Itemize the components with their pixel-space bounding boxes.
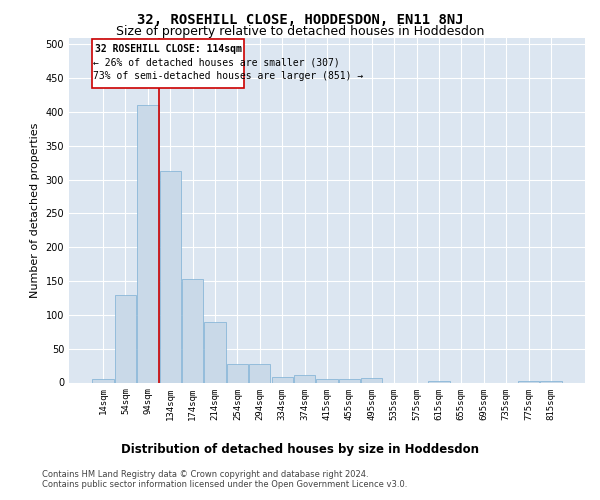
Bar xyxy=(518,381,539,382)
Bar xyxy=(540,381,562,382)
Text: ← 26% of detached houses are smaller (307): ← 26% of detached houses are smaller (30… xyxy=(93,58,340,68)
Text: 32 ROSEHILL CLOSE: 114sqm: 32 ROSEHILL CLOSE: 114sqm xyxy=(95,44,241,54)
Text: Size of property relative to detached houses in Hoddesdon: Size of property relative to detached ho… xyxy=(116,25,484,38)
Text: 32, ROSEHILL CLOSE, HODDESDON, EN11 8NJ: 32, ROSEHILL CLOSE, HODDESDON, EN11 8NJ xyxy=(137,12,463,26)
Bar xyxy=(316,379,338,382)
Bar xyxy=(272,377,293,382)
FancyBboxPatch shape xyxy=(92,39,244,88)
Text: Distribution of detached houses by size in Hoddesdon: Distribution of detached houses by size … xyxy=(121,442,479,456)
Bar xyxy=(137,105,158,382)
Bar xyxy=(428,381,449,382)
Bar xyxy=(227,364,248,382)
Bar xyxy=(205,322,226,382)
Text: 73% of semi-detached houses are larger (851) →: 73% of semi-detached houses are larger (… xyxy=(93,70,363,81)
Bar xyxy=(339,379,360,382)
Text: Contains public sector information licensed under the Open Government Licence v3: Contains public sector information licen… xyxy=(42,480,407,489)
Y-axis label: Number of detached properties: Number of detached properties xyxy=(30,122,40,298)
Bar xyxy=(361,378,382,382)
Bar xyxy=(92,379,114,382)
Bar xyxy=(182,279,203,382)
Bar xyxy=(160,172,181,382)
Bar xyxy=(294,375,315,382)
Bar xyxy=(249,364,271,382)
Text: Contains HM Land Registry data © Crown copyright and database right 2024.: Contains HM Land Registry data © Crown c… xyxy=(42,470,368,479)
Bar xyxy=(115,294,136,382)
